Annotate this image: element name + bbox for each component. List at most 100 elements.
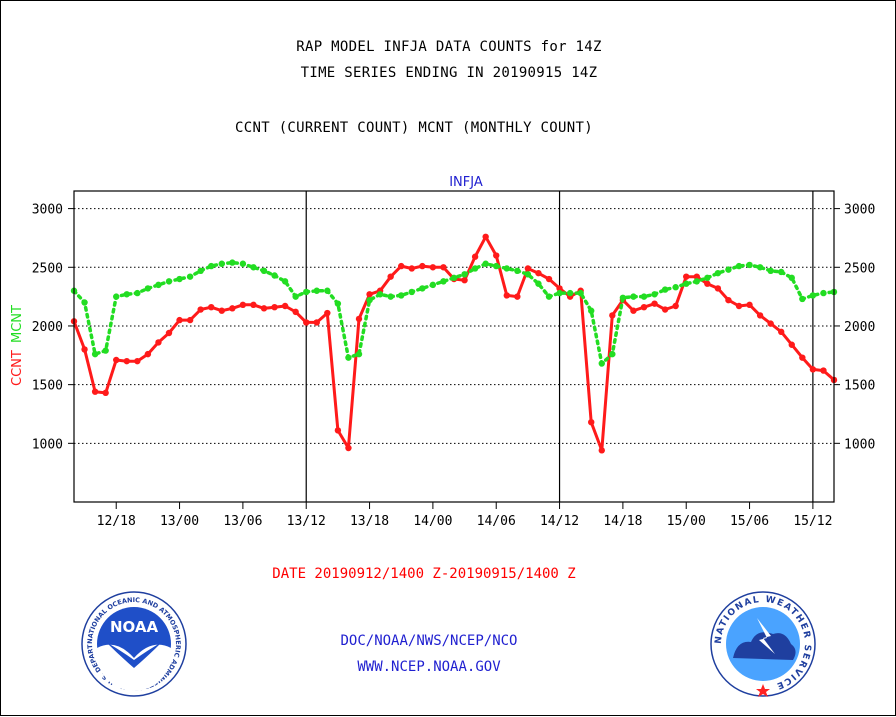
series-ccnt-point bbox=[820, 367, 827, 374]
series-mcnt-point bbox=[366, 296, 373, 304]
series-ccnt-point bbox=[440, 264, 447, 271]
series-ccnt-point bbox=[334, 427, 342, 434]
series-mcnt-point bbox=[155, 281, 162, 289]
series-mcnt-point bbox=[535, 280, 542, 287]
series-mcnt-point bbox=[440, 278, 447, 285]
series-ccnt-point bbox=[535, 269, 542, 277]
series-mcnt-point bbox=[345, 354, 352, 361]
series-mcnt-point bbox=[672, 284, 679, 291]
series-mcnt-point bbox=[619, 294, 627, 301]
x-tick-label: 12/18 bbox=[97, 514, 136, 529]
series-mcnt-point bbox=[281, 278, 289, 285]
series-ccnt-point bbox=[672, 302, 679, 310]
series-mcnt-point bbox=[767, 267, 774, 275]
plot-border bbox=[73, 190, 835, 503]
series-ccnt-point bbox=[767, 320, 774, 327]
series-ccnt-point bbox=[250, 301, 257, 309]
series-ccnt-point bbox=[693, 273, 700, 280]
series-ccnt-point bbox=[609, 312, 616, 319]
series-mcnt-point bbox=[113, 293, 120, 300]
series-mcnt-point bbox=[482, 260, 489, 267]
series-ccnt-point bbox=[91, 388, 99, 395]
series-mcnt-point bbox=[514, 267, 521, 275]
x-tick-label: 14/06 bbox=[477, 514, 516, 529]
series-ccnt-point bbox=[324, 309, 331, 317]
series-mcnt-point bbox=[577, 289, 584, 297]
series-ccnt-point bbox=[134, 357, 141, 365]
series-mcnt-point bbox=[313, 287, 320, 294]
series-mcnt-point bbox=[788, 274, 795, 282]
series-mcnt-point bbox=[197, 267, 204, 275]
series-mcnt-point bbox=[429, 281, 437, 289]
series-mcnt-point bbox=[630, 293, 637, 300]
series-ccnt-point bbox=[123, 357, 130, 365]
series-mcnt-point bbox=[556, 289, 563, 297]
series-ccnt-point bbox=[651, 300, 658, 307]
x-tick-label: 13/18 bbox=[350, 514, 389, 529]
series-ccnt-point bbox=[746, 301, 753, 309]
series-ccnt-point bbox=[292, 308, 299, 316]
series-ccnt-point bbox=[809, 366, 817, 373]
series-mcnt-point bbox=[292, 293, 299, 300]
series-mcnt-point bbox=[102, 347, 109, 354]
series-mcnt-point bbox=[809, 292, 817, 299]
series-mcnt-point bbox=[165, 278, 173, 285]
series-mcnt-point bbox=[566, 289, 574, 297]
series-mcnt-point bbox=[778, 268, 785, 276]
series-ccnt-point bbox=[165, 329, 173, 337]
series-ccnt-point bbox=[756, 312, 764, 319]
series-ccnt-point bbox=[704, 280, 711, 287]
chart-title: RAP MODEL INFJA DATA COUNTS for 14Z bbox=[296, 39, 602, 55]
series-mcnt-point bbox=[176, 275, 183, 283]
x-tick-label: 14/12 bbox=[540, 514, 579, 529]
series-mcnt-point bbox=[208, 262, 215, 270]
x-tick-label: 14/00 bbox=[413, 514, 452, 529]
y-tick-label-right: 2500 bbox=[844, 261, 875, 276]
series-mcnt-point bbox=[419, 285, 426, 292]
series-ccnt-point bbox=[514, 293, 521, 300]
y-tick-label-right: 3000 bbox=[844, 203, 875, 218]
noaa-logo: NATIONAL OCEANIC AND ATMOSPHERIC ADMINIS… bbox=[81, 591, 187, 697]
series-mcnt-point bbox=[229, 259, 236, 266]
x-tick-label: 13/06 bbox=[223, 514, 262, 529]
series-mcnt-point bbox=[693, 278, 700, 285]
series-mcnt-point bbox=[799, 295, 806, 303]
series-mcnt-point bbox=[250, 264, 257, 271]
series-ccnt-point bbox=[239, 301, 247, 309]
website-line: WWW.NCEP.NOAA.GOV bbox=[357, 659, 501, 675]
x-tick-label: 13/00 bbox=[160, 514, 199, 529]
series-mcnt-point bbox=[239, 260, 247, 267]
series-ccnt-point bbox=[218, 307, 225, 314]
y-tick-label-left: 1500 bbox=[32, 379, 63, 394]
series-mcnt-point bbox=[704, 274, 711, 282]
series-mcnt-point bbox=[260, 267, 268, 275]
y-tick-label-left: 2500 bbox=[32, 261, 63, 276]
series-mcnt-point bbox=[735, 262, 743, 270]
series-mcnt-point bbox=[91, 350, 99, 358]
series-ccnt-point bbox=[345, 444, 352, 452]
series-ccnt-point bbox=[683, 273, 690, 280]
series-ccnt-point bbox=[661, 306, 669, 313]
series-mcnt-point bbox=[271, 272, 278, 279]
series-layer bbox=[70, 233, 838, 454]
series-ccnt-point bbox=[366, 291, 373, 298]
series-mcnt-point bbox=[324, 287, 331, 294]
label-layer: 1000 1000 1500 1500 2000 2000 2500 2500 3000 3000… bbox=[10, 175, 875, 529]
org-line: DOC/NOAA/NWS/NCEP/NCO bbox=[340, 633, 518, 649]
series-mcnt-point bbox=[651, 291, 658, 298]
series-ccnt-point bbox=[387, 273, 394, 280]
series-mcnt-point bbox=[376, 291, 384, 298]
series-ccnt-point bbox=[588, 418, 595, 426]
series-ccnt-point bbox=[176, 316, 183, 324]
series-mcnt-point bbox=[493, 262, 500, 270]
chart-subtitle: CCNT (CURRENT COUNT) MCNT (MONTHLY COUNT… bbox=[235, 120, 593, 136]
series-ccnt-point bbox=[197, 306, 204, 313]
series-ccnt-point bbox=[714, 285, 722, 292]
y-tick-label-left: 1000 bbox=[32, 437, 63, 452]
series-ccnt-point bbox=[545, 275, 553, 283]
series-mcnt-point bbox=[683, 280, 690, 287]
series-ccnt-point bbox=[788, 341, 795, 348]
series-ccnt-point bbox=[313, 319, 320, 326]
series-mcnt-point bbox=[714, 269, 722, 277]
y-tick-label-right: 2000 bbox=[844, 320, 875, 335]
